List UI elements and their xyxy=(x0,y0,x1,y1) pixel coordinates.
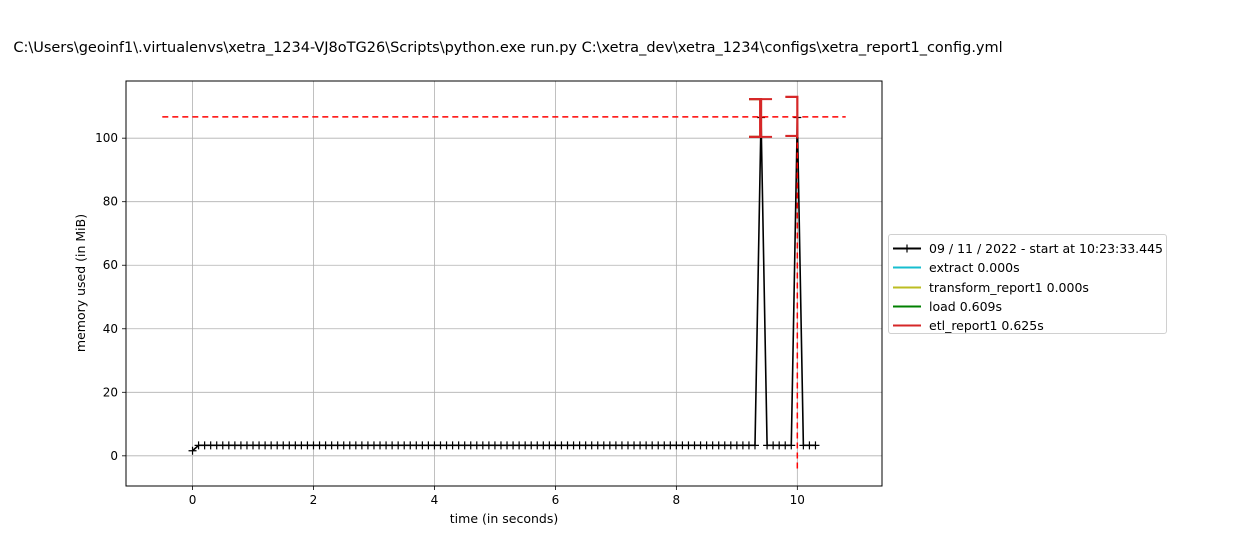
legend-label: etl_report1 0.625s xyxy=(929,318,1044,334)
legend-swatch xyxy=(893,316,921,335)
function-bracket xyxy=(785,95,799,138)
y-axis-label: memory used (in MiB) xyxy=(73,214,88,352)
y-tick-label: 100 xyxy=(95,131,118,145)
x-tick-label: 4 xyxy=(431,493,439,507)
legend-swatch xyxy=(893,297,921,316)
memory-point xyxy=(787,441,796,450)
legend-label: extract 0.000s xyxy=(929,260,1020,276)
legend-label: transform_report1 0.000s xyxy=(929,279,1089,295)
x-tick-label: 10 xyxy=(790,493,805,507)
legend-item: load 0.609s xyxy=(893,297,1002,316)
legend-item: etl_report1 0.625s xyxy=(893,316,1044,335)
memory-series-line xyxy=(191,117,816,452)
legend: 09 / 11 / 2022 - start at 10:23:33.445 ex… xyxy=(888,234,1167,334)
x-axis-label: time (in seconds) xyxy=(450,511,558,526)
y-tick-label: 0 xyxy=(110,449,118,463)
legend-label: load 0.609s xyxy=(929,298,1002,314)
memory-point xyxy=(750,441,759,450)
y-tick-label: 40 xyxy=(103,322,118,336)
legend-label: 09 / 11 / 2022 - start at 10:23:33.445 xyxy=(929,241,1163,256)
legend-swatch xyxy=(893,278,921,297)
legend-item: extract 0.000s xyxy=(893,258,1020,277)
memory-point xyxy=(811,441,820,450)
y-tick-label: 20 xyxy=(103,385,118,399)
legend-item: 09 / 11 / 2022 - start at 10:23:33.445 xyxy=(893,239,1163,258)
legend-swatch xyxy=(893,258,921,277)
legend-item: transform_report1 0.000s xyxy=(893,278,1089,297)
grid-layer xyxy=(126,81,882,486)
x-tick-label: 6 xyxy=(552,493,560,507)
y-tick-label: 60 xyxy=(103,258,118,272)
legend-swatch xyxy=(893,239,921,258)
data-layer xyxy=(162,95,846,469)
x-tick-label: 2 xyxy=(310,493,318,507)
y-tick-label: 80 xyxy=(103,195,118,209)
x-tick-label: 0 xyxy=(189,493,197,507)
x-tick-label: 8 xyxy=(673,493,681,507)
chart-title: C:\Users\geoinf1\.virtualenvs\xetra_1234… xyxy=(13,40,1003,56)
function-bracket xyxy=(759,98,773,138)
memory-point xyxy=(188,446,197,455)
plot-frame xyxy=(125,80,883,487)
